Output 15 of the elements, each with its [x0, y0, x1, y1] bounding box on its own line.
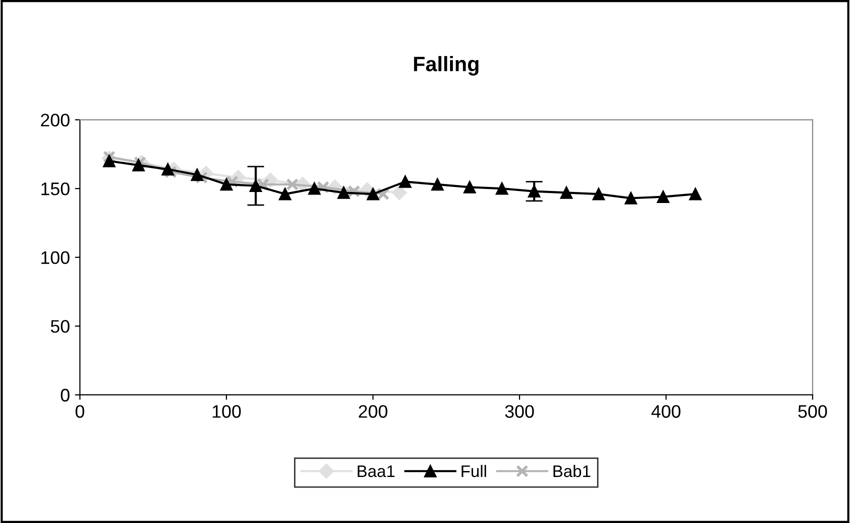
chart-title: Falling: [414, 56, 478, 76]
x-tick-label: 0: [76, 405, 84, 418]
x-tick-label: 500: [798, 405, 827, 418]
x-tick-label: 100: [212, 405, 241, 418]
x-tick-label: 200: [358, 405, 388, 418]
legend-label: Baa1: [358, 465, 395, 478]
legend-label: Bab1: [554, 464, 590, 478]
y-tick-label: 150: [41, 182, 70, 196]
y-tick-label: 0: [60, 388, 70, 402]
x-tick-label: 400: [651, 405, 680, 418]
y-tick-label: 200: [40, 114, 70, 126]
legend-label: Full: [462, 464, 486, 478]
y-tick-label: 100: [41, 251, 70, 264]
y-tick-label: 50: [50, 320, 70, 333]
x-tick-label: 300: [505, 405, 534, 418]
